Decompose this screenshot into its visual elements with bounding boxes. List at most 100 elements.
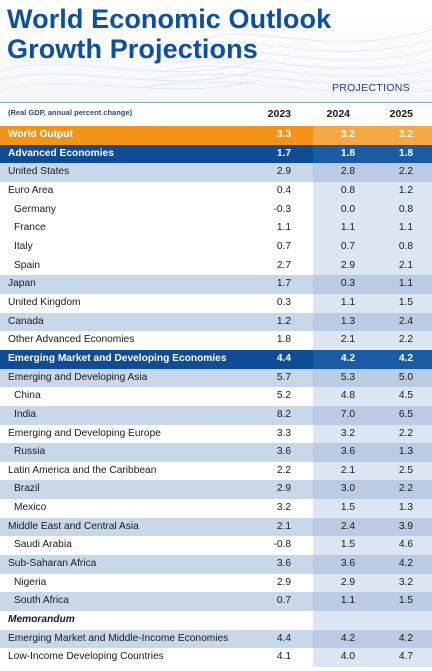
table-row: Brazil 2.9 3.0 2.2 [0, 480, 432, 500]
value-2024: 1.1 [340, 296, 355, 308]
value-2024: 1.5 [340, 539, 355, 551]
row-label: Spain [14, 259, 41, 271]
projection-column-shade [313, 256, 432, 276]
row-label: Memorandum [8, 614, 75, 626]
table-row: Emerging and Developing Europe 3.3 3.2 2.2 [0, 424, 432, 444]
projection-column-shade [313, 499, 432, 518]
value-2025: 2.2 [398, 334, 413, 346]
value-2023: 2.9 [276, 483, 291, 495]
value-2025: 2.2 [398, 166, 413, 178]
table-row: Emerging Market and Developing Economies… [0, 349, 432, 369]
table-row: Russia 3.6 3.6 1.3 [0, 443, 432, 462]
value-2023: 2.7 [276, 259, 291, 271]
value-2025: 0.8 [398, 240, 413, 252]
row-label: Latin America and the Caribbean [8, 464, 157, 476]
header: World Economic Outlook Growth Projection… [0, 0, 432, 102]
projection-column-shade [313, 387, 432, 406]
value-2024: 5.3 [340, 371, 355, 383]
value-2025: 4.7 [398, 651, 413, 663]
table-row: South Africa 0.7 1.1 1.5 [0, 592, 432, 612]
value-2023: 4.4 [276, 632, 291, 644]
value-2024: 1.5 [340, 502, 355, 514]
row-label: Russia [14, 446, 46, 458]
value-2023: 2.9 [276, 576, 291, 588]
table-row: Mexico 3.2 1.5 1.3 [0, 499, 432, 518]
table-row: Germany -0.3 0.0 0.8 [0, 200, 432, 220]
table-row: Other Advanced Economies 1.8 2.1 2.2 [0, 331, 432, 350]
table-row: Middle East and Central Asia 2.1 2.4 3.9 [0, 517, 432, 537]
value-2025: 2.2 [398, 483, 413, 495]
projection-column-shade [313, 405, 432, 425]
projection-column-shade [313, 517, 432, 537]
value-2025: 4.2 [398, 632, 413, 644]
value-2023: 4.1 [276, 651, 291, 663]
row-label: United Kingdom [8, 296, 81, 308]
projection-column-shade [313, 611, 432, 630]
projection-column-shade [313, 349, 432, 369]
value-2023: 2.1 [276, 520, 291, 532]
value-2024: 0.7 [340, 240, 355, 252]
year-header-2025: 2025 [389, 108, 413, 120]
value-2024: 4.0 [340, 651, 355, 663]
row-label: China [14, 390, 41, 402]
value-2023: 1.1 [276, 222, 291, 234]
projection-column-shade [313, 293, 432, 313]
value-2023: 4.4 [276, 352, 291, 364]
projection-column-shade [313, 275, 432, 294]
value-2024: 3.0 [340, 483, 355, 495]
value-2025: 3.9 [398, 520, 413, 532]
value-2024: 2.8 [340, 166, 355, 178]
value-2025: 1.1 [398, 222, 413, 234]
value-2024: 0.8 [340, 184, 355, 196]
table-row: Advanced Economies 1.7 1.8 1.8 [0, 144, 432, 164]
projection-column-shade [313, 219, 432, 238]
projection-column-shade [313, 126, 432, 145]
value-2024: 2.9 [340, 576, 355, 588]
value-2023: 0.7 [276, 240, 291, 252]
units-note: (Real GDP, annual percent change) [8, 108, 133, 117]
value-2023: -0.8 [273, 539, 291, 551]
title-line-1: World Economic Outlook [7, 4, 332, 34]
table-row: Italy 0.7 0.7 0.8 [0, 237, 432, 257]
projection-column-shade [313, 592, 432, 612]
value-2025: 1.1 [398, 278, 413, 290]
value-2025: 4.5 [398, 390, 413, 402]
row-label: United States [8, 166, 70, 178]
table-row: Nigeria 2.9 2.9 3.2 [0, 573, 432, 593]
value-2024: 2.9 [340, 259, 355, 271]
value-2023: 5.2 [276, 390, 291, 402]
value-2025: 1.3 [398, 502, 413, 514]
value-2025: 3.2 [398, 576, 413, 588]
value-2023: 0.3 [276, 296, 291, 308]
projection-column-shade [313, 368, 432, 388]
row-label: France [14, 222, 46, 234]
row-label: South Africa [14, 595, 69, 607]
value-2025: 2.5 [398, 464, 413, 476]
year-header-2023: 2023 [267, 108, 291, 120]
value-2023: 0.4 [276, 184, 291, 196]
table-row: United States 2.9 2.8 2.2 [0, 163, 432, 182]
table-row: France 1.1 1.1 1.1 [0, 219, 432, 238]
row-label: Germany [14, 203, 56, 215]
value-2023: 2.2 [276, 464, 291, 476]
value-2025: 2.4 [398, 315, 413, 327]
column-header-row: (Real GDP, annual percent change) 2023 2… [0, 102, 432, 125]
value-2024: 7.0 [340, 408, 355, 420]
row-label: Canada [8, 315, 44, 327]
value-2023: 3.3 [276, 427, 291, 439]
row-label: Low-Income Developing Countries [8, 651, 164, 663]
projection-column-shade [313, 312, 432, 332]
row-label: India [14, 408, 37, 420]
projection-column-shade [313, 555, 432, 574]
table-row: Latin America and the Caribbean 2.2 2.1 2.5 [0, 461, 432, 481]
row-label: Sub-Saharan Africa [8, 558, 97, 570]
value-2024: 2.4 [340, 520, 355, 532]
value-2024: 0.3 [340, 278, 355, 290]
row-label: Advanced Economies [8, 147, 114, 159]
row-label: Euro Area [8, 184, 54, 196]
value-2023: -0.3 [273, 203, 291, 215]
projection-column-shade [313, 648, 432, 668]
value-2023: 3.2 [276, 502, 291, 514]
row-label: Mexico [14, 502, 47, 514]
